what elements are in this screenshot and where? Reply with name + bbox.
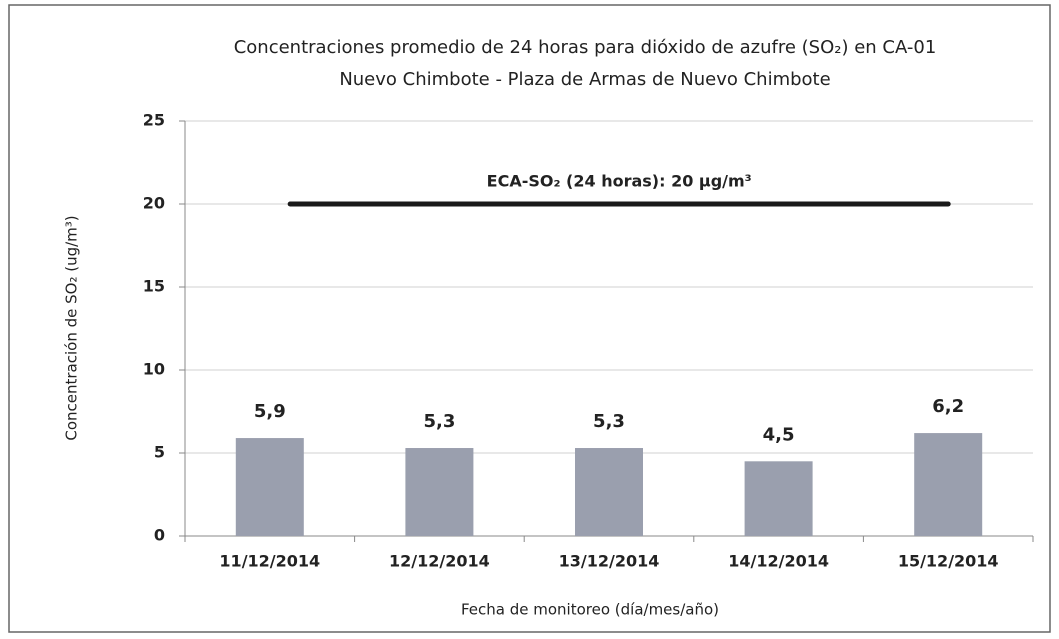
value-label: 5,3	[423, 411, 455, 432]
x-tick-label: 13/12/2014	[559, 552, 660, 571]
y-tick-label: 5	[154, 443, 165, 462]
bar	[914, 433, 983, 536]
chart-title: Concentraciones promedio de 24 horas par…	[234, 37, 937, 58]
x-tick-label: 14/12/2014	[728, 552, 829, 571]
bar	[405, 448, 474, 536]
y-tick-label: 10	[143, 360, 165, 379]
bar	[744, 461, 813, 536]
chart-subtitle: Nuevo Chimbote - Plaza de Armas de Nuevo…	[339, 69, 830, 90]
value-label: 6,2	[932, 396, 964, 417]
value-label: 4,5	[763, 424, 795, 445]
y-tick-label: 20	[143, 194, 165, 213]
x-tick-label: 15/12/2014	[898, 552, 999, 571]
x-axis-label: Fecha de monitoreo (día/mes/año)	[461, 601, 719, 619]
value-label: 5,9	[254, 401, 286, 422]
reference-label: ECA-SO₂ (24 horas): 20 µg/m³	[487, 172, 752, 191]
y-tick-label: 15	[143, 277, 165, 296]
value-label: 5,3	[593, 411, 625, 432]
bar	[575, 448, 643, 536]
frame	[8, 4, 1051, 633]
x-tick-label: 12/12/2014	[389, 552, 490, 571]
y-tick-label: 0	[154, 526, 165, 545]
y-axis-label: Concentración de SO₂ (ug/m³)	[63, 215, 81, 440]
bar	[235, 438, 304, 536]
x-tick-label: 11/12/2014	[219, 552, 320, 571]
y-tick-label: 25	[143, 111, 165, 130]
